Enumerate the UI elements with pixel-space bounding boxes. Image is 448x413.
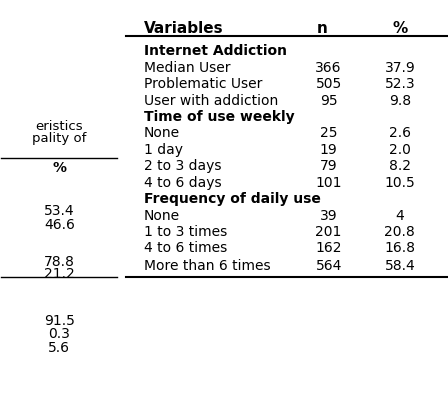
Text: None: None (144, 209, 180, 223)
Text: 21.2: 21.2 (44, 267, 75, 281)
Text: 25: 25 (320, 126, 337, 140)
Text: 1 to 3 times: 1 to 3 times (144, 225, 227, 239)
Text: 91.5: 91.5 (44, 314, 75, 328)
Text: 5.6: 5.6 (48, 341, 70, 355)
Text: 162: 162 (315, 241, 342, 255)
Text: 101: 101 (315, 176, 342, 190)
Text: 53.4: 53.4 (44, 204, 74, 218)
Text: None: None (144, 126, 180, 140)
Text: 366: 366 (315, 61, 342, 75)
Text: 2.6: 2.6 (389, 126, 411, 140)
Text: 20.8: 20.8 (384, 225, 415, 239)
Text: User with addiction: User with addiction (144, 94, 278, 108)
Text: 2 to 3 days: 2 to 3 days (144, 159, 221, 173)
Text: Internet Addiction: Internet Addiction (144, 45, 287, 58)
Text: 10.5: 10.5 (384, 176, 415, 190)
Text: 39: 39 (320, 209, 337, 223)
Text: Frequency of daily use: Frequency of daily use (144, 192, 321, 206)
Text: More than 6 times: More than 6 times (144, 259, 271, 273)
Text: 4 to 6 days: 4 to 6 days (144, 176, 221, 190)
Text: 19: 19 (320, 143, 337, 157)
Text: 564: 564 (315, 259, 342, 273)
Text: pality of: pality of (32, 132, 86, 145)
Text: Problematic User: Problematic User (144, 77, 262, 91)
Text: 1 day: 1 day (144, 143, 183, 157)
Text: 16.8: 16.8 (384, 241, 415, 255)
Text: 2.0: 2.0 (389, 143, 411, 157)
Text: 505: 505 (315, 77, 342, 91)
Text: Variables: Variables (144, 21, 224, 36)
Text: 37.9: 37.9 (384, 61, 415, 75)
Text: 201: 201 (315, 225, 342, 239)
Text: %: % (52, 161, 66, 175)
Text: 8.2: 8.2 (389, 159, 411, 173)
Text: 0.3: 0.3 (48, 327, 70, 341)
Text: eristics: eristics (35, 120, 83, 133)
Text: 78.8: 78.8 (44, 255, 75, 269)
Text: 9.8: 9.8 (389, 94, 411, 108)
Text: n: n (316, 21, 327, 36)
Text: 4 to 6 times: 4 to 6 times (144, 241, 227, 255)
Text: 95: 95 (320, 94, 337, 108)
Text: %: % (392, 21, 408, 36)
Text: 4: 4 (396, 209, 404, 223)
Text: 52.3: 52.3 (384, 77, 415, 91)
Text: 58.4: 58.4 (384, 259, 415, 273)
Text: Time of use weekly: Time of use weekly (144, 110, 294, 124)
Text: Median User: Median User (144, 61, 230, 75)
Text: 46.6: 46.6 (44, 218, 75, 232)
Text: 79: 79 (320, 159, 337, 173)
